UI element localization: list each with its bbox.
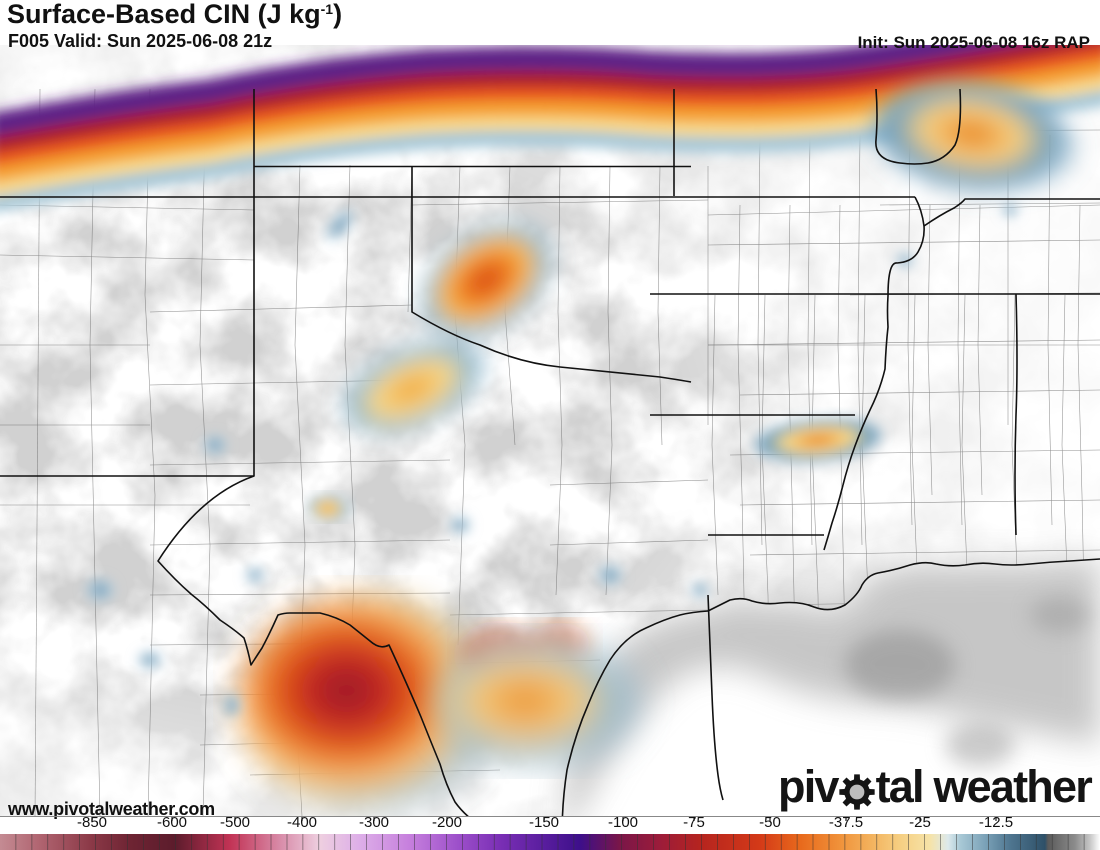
svg-text:-300: -300 — [359, 817, 389, 831]
svg-text:-25: -25 — [909, 817, 931, 831]
svg-text:-400: -400 — [287, 817, 317, 831]
svg-text:-850: -850 — [77, 817, 107, 831]
svg-text:-500: -500 — [220, 817, 250, 831]
svg-text:-600: -600 — [157, 817, 187, 831]
svg-text:-37.5: -37.5 — [829, 817, 863, 831]
svg-text:-12.5: -12.5 — [979, 817, 1013, 831]
svg-text:-150: -150 — [529, 817, 559, 831]
svg-text:-75: -75 — [683, 817, 705, 831]
svg-text:-50: -50 — [759, 817, 781, 831]
svg-text:-200: -200 — [432, 817, 462, 831]
svg-text:-100: -100 — [608, 817, 638, 831]
